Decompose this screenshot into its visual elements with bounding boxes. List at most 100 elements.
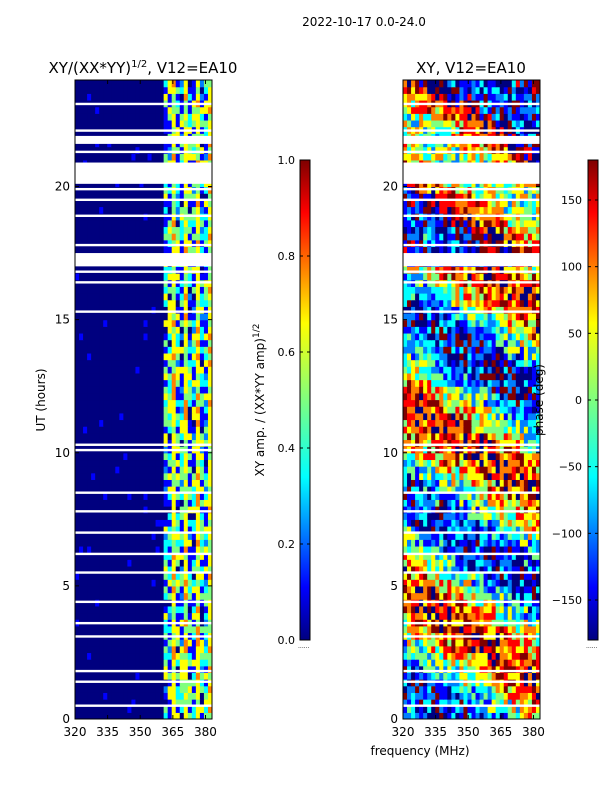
heatmap-cell: [168, 206, 173, 213]
heatmap-cell: [135, 293, 140, 300]
heatmap-cell: [87, 579, 92, 586]
heatmap-cell: [144, 87, 149, 94]
heatmap-cell: [492, 479, 497, 486]
heatmap-cell: [111, 320, 116, 327]
heatmap-cell: [524, 513, 529, 520]
heatmap-cell: [123, 586, 128, 593]
heatmap-cell: [164, 120, 169, 127]
heatmap-cell: [439, 519, 444, 526]
heatmap-cell: [103, 579, 108, 586]
heatmap-cell: [423, 659, 428, 666]
heatmap-cell: [200, 586, 205, 593]
heatmap-cell: [488, 433, 493, 440]
heatmap-cell: [119, 639, 124, 646]
heatmap-cell: [528, 513, 533, 520]
heatmap-cell: [156, 93, 161, 100]
heatmap-cell: [156, 326, 161, 333]
heatmap-cell: [447, 519, 452, 526]
heatmap-cell: [188, 672, 193, 679]
heatmap-cell: [451, 686, 456, 693]
heatmap-cell: [480, 546, 485, 553]
heatmap-cell: [79, 373, 84, 380]
heatmap-cell: [79, 320, 84, 327]
heatmap-cell: [164, 340, 169, 347]
heatmap-cell: [111, 286, 116, 293]
heatmap-cell: [204, 539, 209, 546]
heatmap-cell: [184, 539, 189, 546]
heatmap-cell: [160, 380, 165, 387]
heatmap-cell: [144, 646, 149, 653]
heatmap-cell: [103, 613, 108, 620]
heatmap-cell: [99, 80, 104, 87]
heatmap-cell: [204, 686, 209, 693]
heatmap-cell: [459, 433, 464, 440]
heatmap-cell: [172, 293, 177, 300]
heatmap-cell: [172, 579, 177, 586]
heatmap-cell: [504, 559, 509, 566]
heatmap-cell: [115, 233, 120, 240]
heatmap-cell: [500, 459, 505, 466]
heatmap-cell: [160, 513, 165, 520]
heatmap-cell: [123, 646, 128, 653]
heatmap-cell: [139, 400, 144, 407]
heatmap-cell: [164, 659, 169, 666]
heatmap-cell: [192, 559, 197, 566]
heatmap-cell: [411, 559, 416, 566]
heatmap-cell: [156, 233, 161, 240]
heatmap-cell: [172, 513, 177, 520]
heatmap-cell: [516, 692, 521, 699]
heatmap-cell: [156, 320, 161, 327]
heatmap-cell: [451, 433, 456, 440]
heatmap-cell: [423, 639, 428, 646]
heatmap-cell: [184, 107, 189, 114]
heatmap-cell: [115, 320, 120, 327]
heatmap-cell: [164, 639, 169, 646]
heatmap-cell: [119, 93, 124, 100]
heatmap-cell: [200, 340, 205, 347]
heatmap-cell: [200, 479, 205, 486]
heatmap-cell: [508, 613, 513, 620]
heatmap-cell: [508, 479, 513, 486]
heatmap-cell: [192, 652, 197, 659]
heatmap-cell: [431, 626, 436, 633]
heatmap-cell: [476, 426, 481, 433]
heatmap-cell: [75, 593, 80, 600]
heatmap-cell: [75, 293, 80, 300]
heatmap-cell: [528, 473, 533, 480]
heatmap-cell: [131, 366, 136, 373]
heatmap-cell: [152, 466, 157, 473]
heatmap-cell: [139, 326, 144, 333]
heatmap-cell: [95, 353, 100, 360]
heatmap-cell: [431, 579, 436, 586]
heatmap-cell: [103, 373, 108, 380]
heatmap-cell: [524, 546, 529, 553]
heatmap-cell: [123, 300, 128, 307]
heatmap-cell: [488, 606, 493, 613]
heatmap-cell: [79, 153, 84, 160]
heatmap-cell: [504, 659, 509, 666]
heatmap-cell: [152, 107, 157, 114]
heatmap-cell: [192, 313, 197, 320]
heatmap-cell: [500, 473, 505, 480]
heatmap-cell: [119, 380, 124, 387]
heatmap-cell: [107, 613, 112, 620]
heatmap-cell: [196, 546, 201, 553]
heatmap-cell: [156, 426, 161, 433]
heatmap-cell: [99, 459, 104, 466]
heatmap-cell: [176, 606, 181, 613]
heatmap-cell: [439, 459, 444, 466]
heatmap-cell: [79, 366, 84, 373]
heatmap-cell: [508, 400, 513, 407]
heatmap-cell: [91, 672, 96, 679]
heatmap-cell: [152, 692, 157, 699]
heatmap-cell: [184, 652, 189, 659]
heatmap-cell: [131, 286, 136, 293]
heatmap-cell: [419, 646, 424, 653]
heatmap-cell: [164, 606, 169, 613]
heatmap-cell: [168, 419, 173, 426]
heatmap-cell: [87, 686, 92, 693]
heatmap-cell: [500, 559, 505, 566]
heatmap-cell: [123, 593, 128, 600]
heatmap-cell: [107, 326, 112, 333]
heatmap-cell: [99, 453, 104, 460]
